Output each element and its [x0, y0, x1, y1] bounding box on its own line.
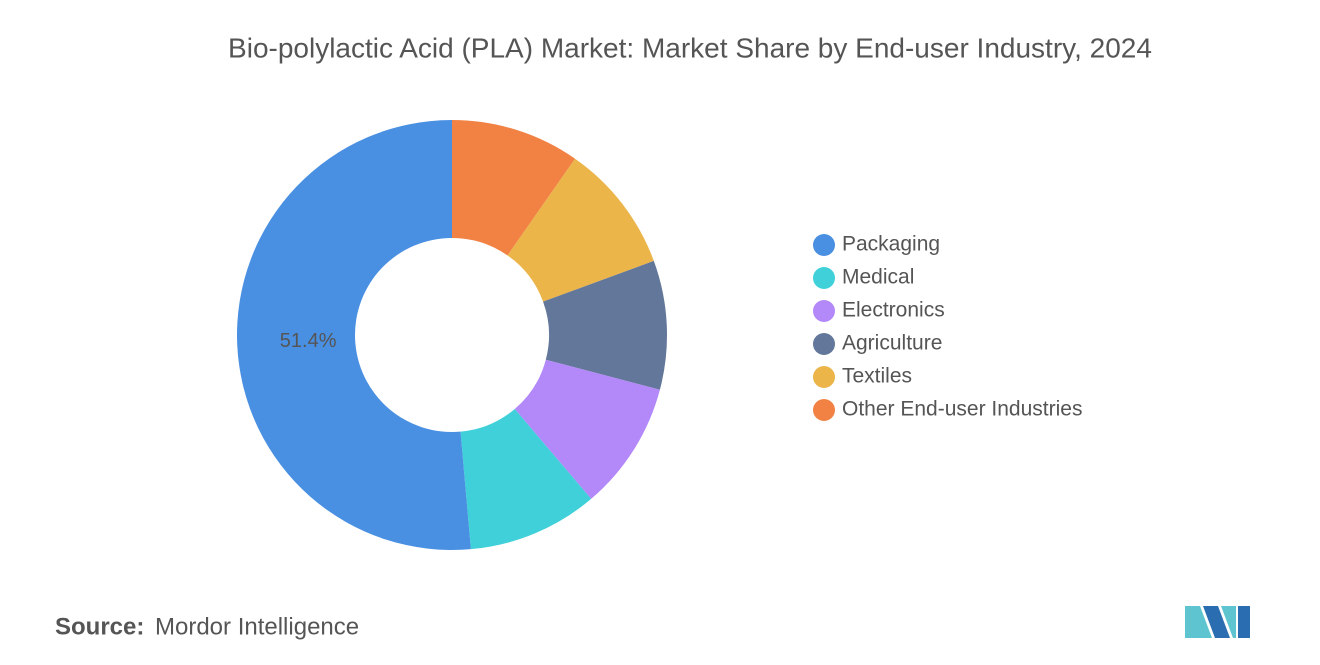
donut: 51.4% — [237, 120, 667, 550]
legend-label: Agriculture — [842, 332, 942, 355]
source-label: Source: — [55, 613, 144, 640]
legend-marker — [813, 399, 835, 421]
legend-label: Packaging — [842, 233, 940, 256]
slice — [507, 158, 654, 302]
slice — [460, 408, 592, 550]
legend-label: Electronics — [842, 299, 945, 322]
legend-label: Medical — [842, 266, 914, 289]
logo — [1185, 606, 1250, 638]
legend-marker — [813, 300, 835, 322]
chart-title: Bio-polylactic Acid (PLA) Market: Market… — [228, 32, 1152, 63]
data-label: 51.4% — [280, 330, 337, 352]
legend-marker — [813, 234, 835, 256]
slice — [452, 120, 576, 256]
slice — [237, 120, 471, 550]
slice — [514, 359, 660, 499]
legend-marker — [813, 366, 835, 388]
legend-label: Other End-user Industries — [842, 398, 1082, 421]
slice — [543, 260, 667, 390]
source: Mordor Intelligence — [155, 613, 359, 640]
legend-label: Textiles — [842, 365, 912, 388]
legend-marker — [813, 333, 835, 355]
legend: Packaging Medical Electronics Agriculture Te… — [813, 233, 1082, 421]
legend-marker — [813, 267, 835, 289]
